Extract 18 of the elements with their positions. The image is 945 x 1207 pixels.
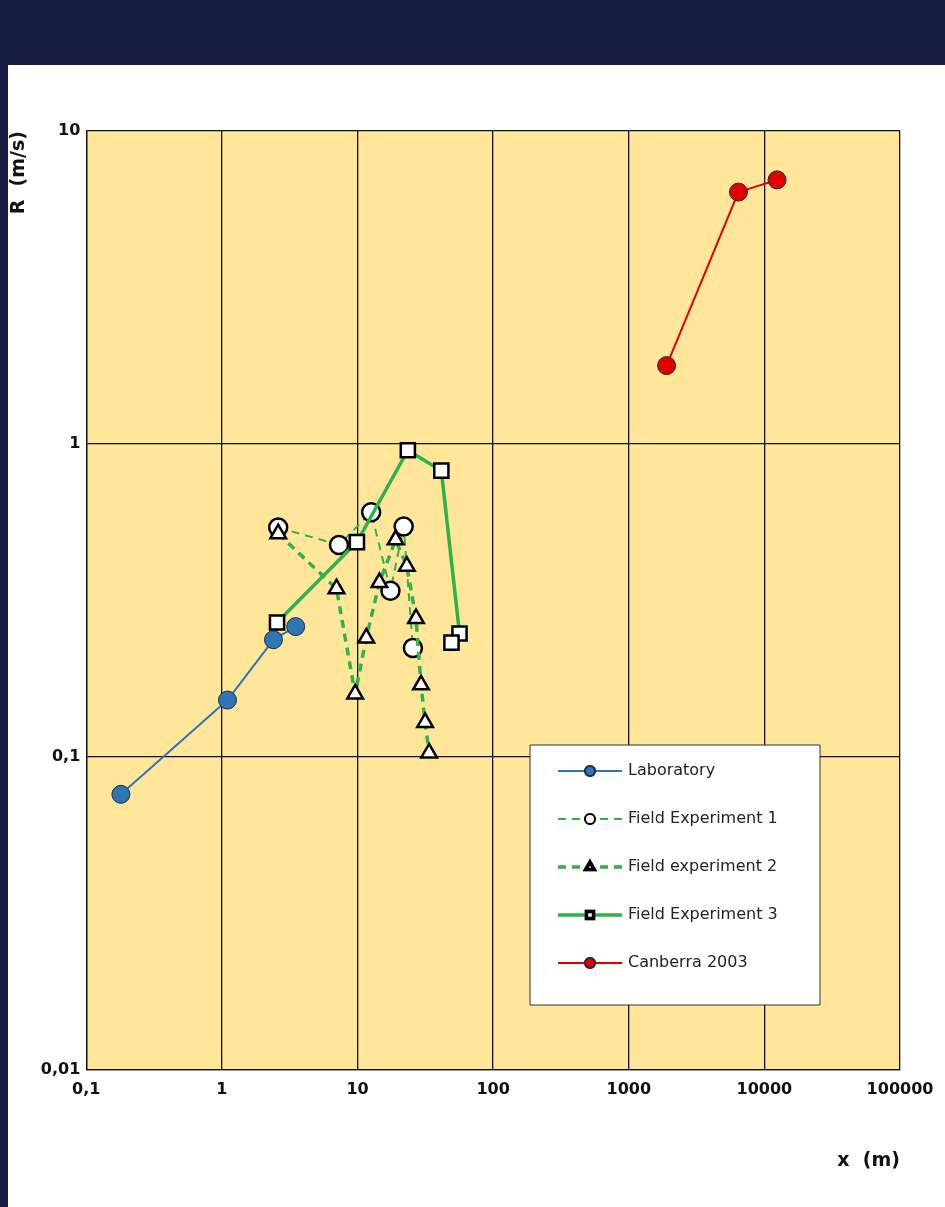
legend-label: Field experiment 2: [628, 856, 778, 876]
x-tick-label: 1: [216, 1078, 228, 1098]
y-tick-label: 1: [69, 433, 81, 453]
y-tick-label: 0,1: [51, 746, 81, 766]
legend-label: Field Experiment 3: [628, 904, 778, 924]
legend-label: Laboratory: [628, 760, 716, 780]
x-tick-label: 10: [346, 1078, 369, 1098]
x-tick-label: 100000: [866, 1078, 934, 1098]
x-tick-label: 10000: [736, 1078, 793, 1098]
x-axis-title: x (m): [837, 1147, 900, 1170]
legend-label: Canberra 2003: [628, 952, 748, 972]
y-axis-title: R (m/s): [6, 131, 29, 215]
x-tick-label: 1000: [606, 1078, 652, 1098]
y-tick-label: 10: [58, 120, 81, 140]
legend-label: Field Experiment 1: [628, 808, 778, 828]
y-tick-label: 0,01: [40, 1059, 81, 1079]
x-tick-label: 0,1: [72, 1078, 101, 1098]
x-tick-label: 100: [476, 1078, 510, 1098]
